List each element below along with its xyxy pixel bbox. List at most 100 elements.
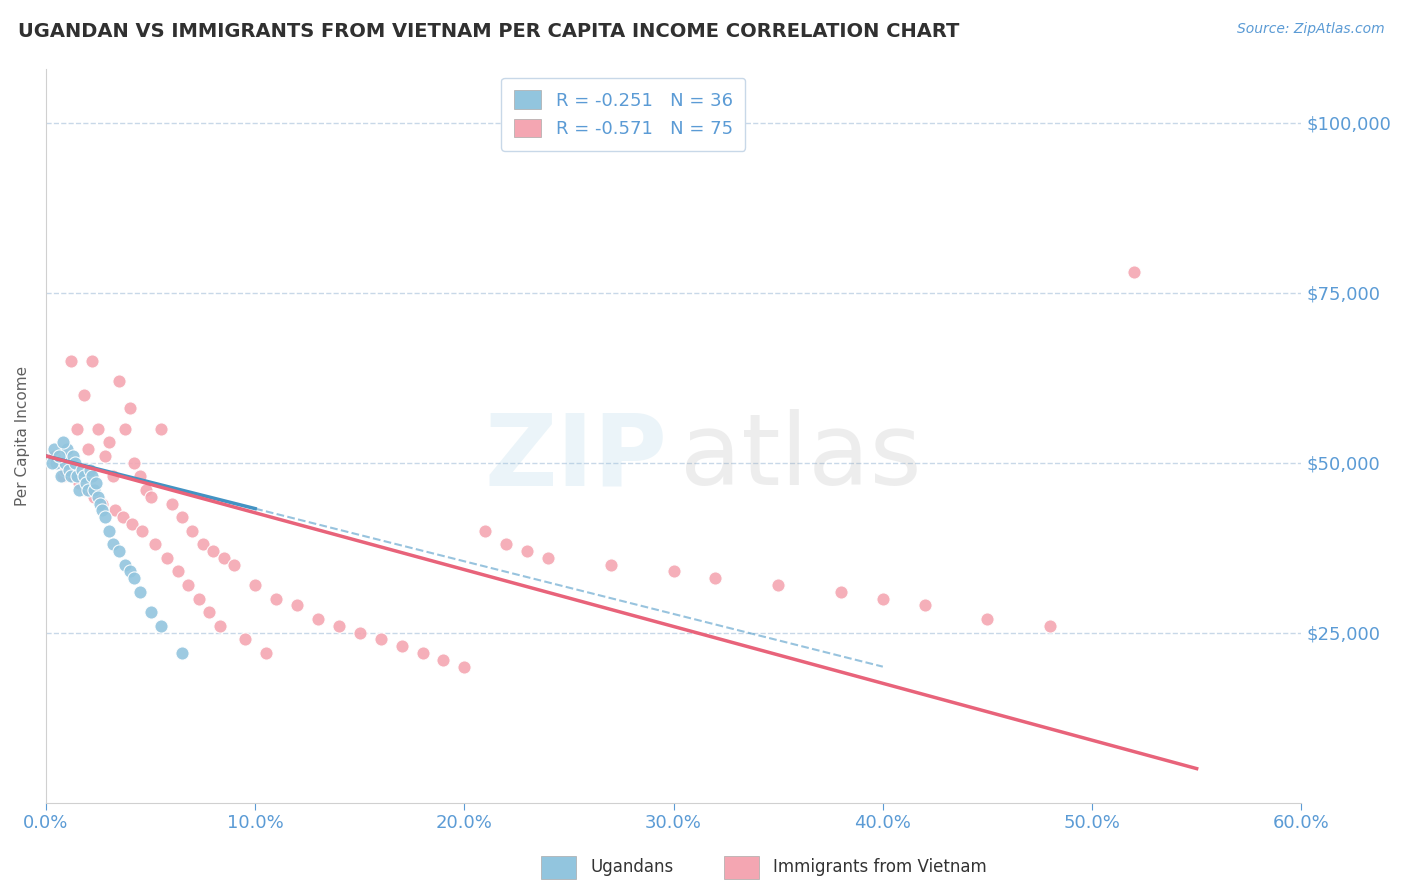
- Point: [83, 490, 105, 504]
- Point: [48, 456, 70, 470]
- Point: [91, 496, 114, 510]
- Point: [208, 619, 231, 633]
- Point: [166, 565, 188, 579]
- Point: [118, 565, 141, 579]
- Point: [49, 469, 72, 483]
- Point: [495, 537, 517, 551]
- Point: [412, 646, 434, 660]
- Point: [233, 632, 256, 647]
- Point: [97, 435, 120, 450]
- Point: [56, 442, 79, 457]
- Point: [45, 456, 67, 470]
- Point: [768, 578, 790, 592]
- Point: [84, 476, 107, 491]
- Point: [69, 483, 91, 497]
- Point: [62, 469, 84, 483]
- Text: UGANDAN VS IMMIGRANTS FROM VIETNAM PER CAPITA INCOME CORRELATION CHART: UGANDAN VS IMMIGRANTS FROM VIETNAM PER C…: [18, 22, 960, 41]
- Point: [453, 659, 475, 673]
- Point: [1122, 265, 1144, 279]
- Point: [976, 612, 998, 626]
- Point: [80, 469, 103, 483]
- Point: [370, 632, 392, 647]
- Point: [69, 476, 91, 491]
- Text: Immigrants from Vietnam: Immigrants from Vietnam: [773, 858, 987, 876]
- Point: [62, 449, 84, 463]
- Point: [53, 456, 76, 470]
- Point: [150, 422, 173, 436]
- Point: [139, 490, 162, 504]
- Text: ZIP: ZIP: [485, 409, 668, 506]
- Point: [114, 558, 136, 572]
- Point: [143, 537, 166, 551]
- Point: [60, 353, 83, 368]
- Point: [349, 625, 371, 640]
- Text: atlas: atlas: [681, 409, 921, 506]
- Point: [72, 469, 94, 483]
- Point: [122, 571, 145, 585]
- Point: [285, 599, 308, 613]
- Point: [76, 483, 98, 497]
- Point: [44, 449, 66, 463]
- Point: [41, 456, 63, 470]
- Point: [224, 558, 246, 572]
- Point: [160, 496, 183, 510]
- Point: [121, 516, 143, 531]
- Point: [131, 524, 153, 538]
- Point: [872, 591, 894, 606]
- Point: [264, 591, 287, 606]
- Point: [75, 476, 97, 491]
- Point: [75, 483, 97, 497]
- Point: [56, 456, 79, 470]
- Point: [914, 599, 936, 613]
- Point: [65, 456, 87, 470]
- Point: [44, 442, 66, 457]
- Point: [156, 550, 179, 565]
- Point: [170, 646, 193, 660]
- Point: [212, 550, 235, 565]
- Text: Source: ZipAtlas.com: Source: ZipAtlas.com: [1237, 22, 1385, 37]
- Point: [391, 640, 413, 654]
- Point: [118, 401, 141, 416]
- Point: [704, 571, 727, 585]
- Point: [191, 537, 214, 551]
- Point: [243, 578, 266, 592]
- Point: [108, 374, 131, 388]
- Point: [101, 537, 124, 551]
- Point: [198, 605, 221, 619]
- Y-axis label: Per Capita Income: Per Capita Income: [15, 366, 30, 506]
- Point: [80, 353, 103, 368]
- Point: [108, 544, 131, 558]
- Point: [432, 653, 454, 667]
- Point: [181, 524, 204, 538]
- Point: [328, 619, 350, 633]
- Point: [516, 544, 538, 558]
- Point: [58, 462, 80, 476]
- Legend: R = -0.251   N = 36, R = -0.571   N = 75: R = -0.251 N = 36, R = -0.571 N = 75: [502, 78, 745, 151]
- Point: [45, 456, 67, 470]
- Point: [87, 490, 110, 504]
- Point: [72, 388, 94, 402]
- Point: [170, 510, 193, 524]
- Point: [177, 578, 200, 592]
- Point: [114, 422, 136, 436]
- Point: [93, 510, 115, 524]
- Point: [101, 469, 124, 483]
- Point: [52, 469, 75, 483]
- Point: [112, 510, 135, 524]
- Point: [97, 524, 120, 538]
- Point: [48, 449, 70, 463]
- Point: [662, 565, 685, 579]
- Point: [307, 612, 329, 626]
- Point: [139, 605, 162, 619]
- Point: [1039, 619, 1062, 633]
- Point: [135, 483, 157, 497]
- Point: [70, 462, 93, 476]
- Point: [129, 585, 152, 599]
- Point: [129, 469, 152, 483]
- Point: [83, 483, 105, 497]
- Point: [76, 442, 98, 457]
- Point: [202, 544, 225, 558]
- Point: [89, 496, 111, 510]
- Point: [79, 462, 101, 476]
- Point: [60, 469, 83, 483]
